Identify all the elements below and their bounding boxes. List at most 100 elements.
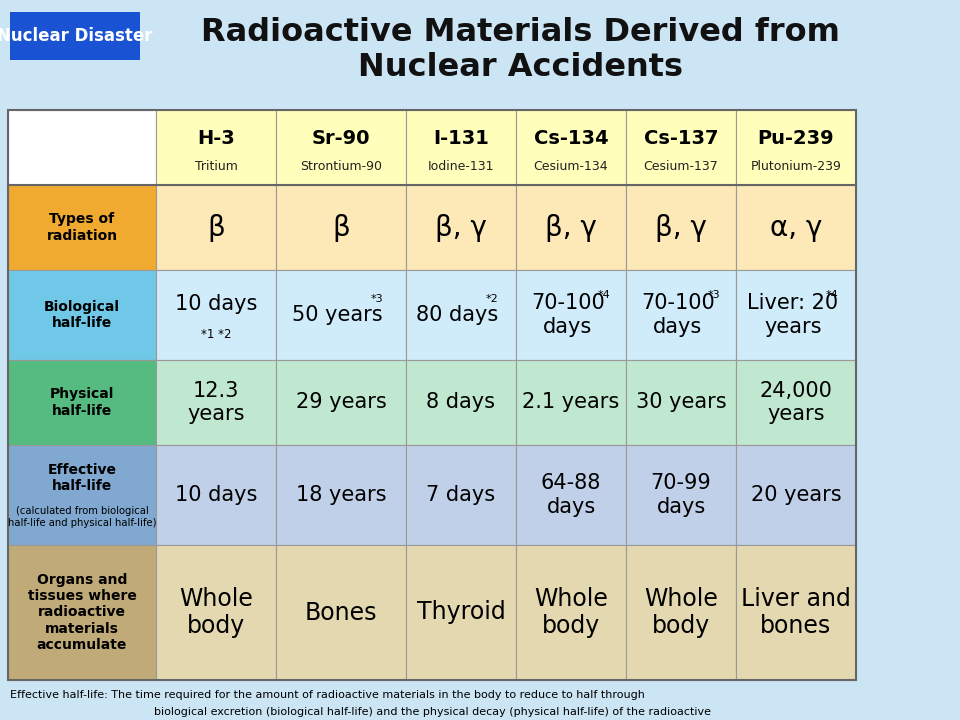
Text: *2: *2 <box>486 294 498 304</box>
Text: *4: *4 <box>598 290 611 300</box>
Bar <box>8 110 856 680</box>
Bar <box>276 360 406 445</box>
Bar <box>626 545 736 680</box>
Text: Whole
body: Whole body <box>644 587 718 639</box>
Bar <box>276 545 406 680</box>
Text: 29 years: 29 years <box>296 392 386 413</box>
Bar <box>516 185 626 270</box>
Bar <box>516 545 626 680</box>
Text: Pu-239: Pu-239 <box>757 129 834 148</box>
Bar <box>736 185 856 270</box>
Bar <box>406 110 516 185</box>
Bar <box>736 445 856 545</box>
Bar <box>156 185 276 270</box>
Text: Liver: 20
years: Liver: 20 years <box>748 294 839 337</box>
Bar <box>626 185 736 270</box>
Bar <box>516 360 626 445</box>
Text: Effective
half-life: Effective half-life <box>47 463 116 493</box>
Text: Sr-90: Sr-90 <box>312 129 371 148</box>
Bar <box>626 445 736 545</box>
Text: Tritium: Tritium <box>195 160 237 173</box>
Bar <box>516 270 626 360</box>
Text: 70-100
days: 70-100 days <box>641 294 715 337</box>
Text: Effective half-life: The time required for the amount of radioactive materials i: Effective half-life: The time required f… <box>10 690 645 700</box>
Bar <box>406 360 516 445</box>
Bar <box>10 12 140 60</box>
Bar <box>406 545 516 680</box>
Text: 30 years: 30 years <box>636 392 727 413</box>
Text: Iodine-131: Iodine-131 <box>428 160 494 173</box>
Bar <box>516 445 626 545</box>
Bar <box>156 110 276 185</box>
Bar <box>8 270 156 360</box>
Text: 10 days: 10 days <box>175 485 257 505</box>
Text: Cesium-134: Cesium-134 <box>534 160 609 173</box>
Text: 24,000
years: 24,000 years <box>759 381 832 424</box>
Text: 10 days: 10 days <box>175 294 257 314</box>
Text: *1 *2: *1 *2 <box>201 328 231 341</box>
Bar <box>406 270 516 360</box>
Bar <box>276 110 406 185</box>
Bar <box>276 185 406 270</box>
Bar <box>406 185 516 270</box>
Bar <box>8 185 156 270</box>
Bar <box>156 445 276 545</box>
Bar <box>8 445 156 545</box>
Bar <box>8 360 156 445</box>
Text: 20 years: 20 years <box>751 485 841 505</box>
Text: Types of
radiation: Types of radiation <box>46 212 117 243</box>
Text: biological excretion (biological half-life) and the physical decay (physical hal: biological excretion (biological half-li… <box>154 707 710 717</box>
Text: Cs-137: Cs-137 <box>644 129 718 148</box>
Text: α, γ: α, γ <box>770 214 822 241</box>
Bar <box>156 360 276 445</box>
Text: Strontium-90: Strontium-90 <box>300 160 382 173</box>
Text: β, γ: β, γ <box>545 214 597 241</box>
Bar <box>276 445 406 545</box>
Text: 50 years: 50 years <box>292 305 382 325</box>
Text: Organs and
tissues where
radioactive
materials
accumulate: Organs and tissues where radioactive mat… <box>28 573 136 652</box>
Bar <box>626 110 736 185</box>
Text: Biological
half-life: Biological half-life <box>44 300 120 330</box>
Text: Bones: Bones <box>304 600 377 624</box>
Text: β, γ: β, γ <box>655 214 707 241</box>
Text: Liver and
bones: Liver and bones <box>741 587 851 639</box>
Text: Plutonium-239: Plutonium-239 <box>751 160 841 173</box>
Bar <box>8 545 156 680</box>
Bar <box>156 270 276 360</box>
Text: β, γ: β, γ <box>435 214 487 241</box>
Text: Physical
half-life: Physical half-life <box>50 387 114 418</box>
Text: H-3: H-3 <box>197 129 235 148</box>
Text: Thyroid: Thyroid <box>417 600 505 624</box>
Text: Radioactive Materials Derived from
Nuclear Accidents: Radioactive Materials Derived from Nucle… <box>201 17 839 84</box>
Text: *3: *3 <box>372 294 384 304</box>
Text: 64-88
days: 64-88 days <box>540 474 601 517</box>
Text: 80 days: 80 days <box>416 305 498 325</box>
Bar <box>736 270 856 360</box>
Text: *4: *4 <box>826 290 838 300</box>
Text: 2.1 years: 2.1 years <box>522 392 619 413</box>
Bar <box>516 110 626 185</box>
Text: Whole
body: Whole body <box>180 587 252 639</box>
Text: 8 days: 8 days <box>426 392 495 413</box>
Text: 18 years: 18 years <box>296 485 386 505</box>
Text: I-131: I-131 <box>433 129 489 148</box>
Bar <box>736 110 856 185</box>
Text: (calculated from biological
half-life and physical half-life): (calculated from biological half-life an… <box>8 506 156 528</box>
Text: *3: *3 <box>708 290 720 300</box>
Text: Cesium-137: Cesium-137 <box>643 160 718 173</box>
Bar <box>406 445 516 545</box>
Text: Cs-134: Cs-134 <box>534 129 609 148</box>
Text: β: β <box>207 214 225 241</box>
Text: Whole
body: Whole body <box>534 587 608 639</box>
Text: 12.3
years: 12.3 years <box>187 381 245 424</box>
Text: 7 days: 7 days <box>426 485 495 505</box>
Bar <box>276 270 406 360</box>
Text: 70-100
days: 70-100 days <box>531 294 605 337</box>
Bar <box>626 360 736 445</box>
Text: Nuclear Disaster: Nuclear Disaster <box>0 27 153 45</box>
Bar <box>736 545 856 680</box>
Text: 70-99
days: 70-99 days <box>651 474 711 517</box>
Bar <box>626 270 736 360</box>
Bar <box>8 110 156 185</box>
Bar <box>736 360 856 445</box>
